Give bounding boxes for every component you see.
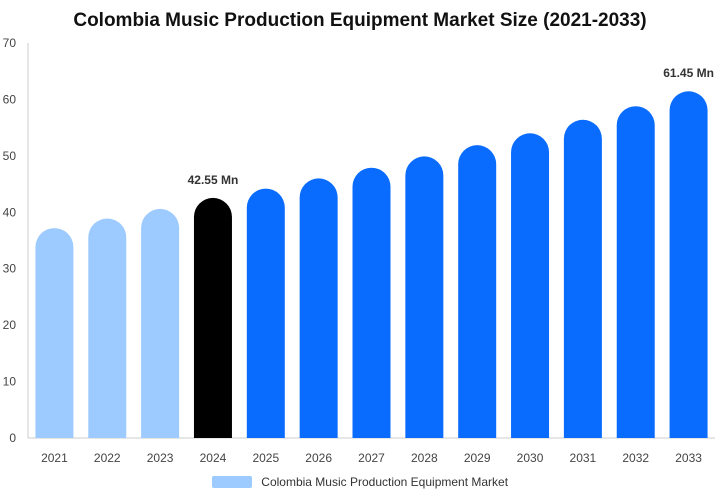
y-tick-label: 40 bbox=[3, 205, 17, 219]
x-tick-label: 2032 bbox=[622, 451, 649, 465]
bar-2025 bbox=[246, 188, 285, 438]
x-tick-label: 2026 bbox=[305, 451, 332, 465]
x-tick-label: 2033 bbox=[675, 451, 702, 465]
x-tick-label: 2021 bbox=[41, 451, 68, 465]
bar-2028 bbox=[405, 156, 444, 438]
y-tick-label: 10 bbox=[3, 375, 17, 389]
bar-2033 bbox=[669, 91, 708, 438]
bar-2023 bbox=[141, 208, 180, 438]
bar-2024 bbox=[193, 197, 232, 438]
chart-title: Colombia Music Production Equipment Mark… bbox=[73, 10, 647, 31]
bar-2022 bbox=[88, 218, 127, 438]
bar-2031 bbox=[563, 119, 602, 438]
x-tick-label: 2030 bbox=[517, 451, 544, 465]
bar-2029 bbox=[458, 145, 497, 438]
bar-2027 bbox=[352, 167, 391, 438]
bar-2032 bbox=[616, 106, 655, 438]
x-tick-label: 2027 bbox=[358, 451, 385, 465]
x-tick-label: 2029 bbox=[464, 451, 491, 465]
x-tick-label: 2024 bbox=[200, 451, 227, 465]
legend: Colombia Music Production Equipment Mark… bbox=[0, 474, 720, 489]
legend-label: Colombia Music Production Equipment Mark… bbox=[261, 474, 509, 489]
y-tick-label: 60 bbox=[3, 92, 17, 106]
bar-2030 bbox=[511, 133, 550, 438]
x-tick-label: 2031 bbox=[570, 451, 597, 465]
y-tick-label: 20 bbox=[3, 318, 17, 332]
data-label: 42.55 Mn bbox=[188, 173, 239, 187]
data-label: 61.45 Mn bbox=[663, 66, 714, 80]
x-tick-label: 2023 bbox=[147, 451, 174, 465]
y-tick-label: 70 bbox=[3, 36, 17, 50]
y-tick-label: 0 bbox=[9, 431, 16, 445]
y-tick-label: 30 bbox=[3, 262, 17, 276]
legend-swatch bbox=[211, 475, 252, 488]
x-tick-label: 2022 bbox=[94, 451, 121, 465]
bar-2026 bbox=[299, 178, 338, 438]
y-tick-label: 50 bbox=[3, 149, 17, 163]
x-tick-label: 2025 bbox=[252, 451, 279, 465]
bar-2021 bbox=[35, 228, 74, 438]
x-tick-label: 2028 bbox=[411, 451, 438, 465]
